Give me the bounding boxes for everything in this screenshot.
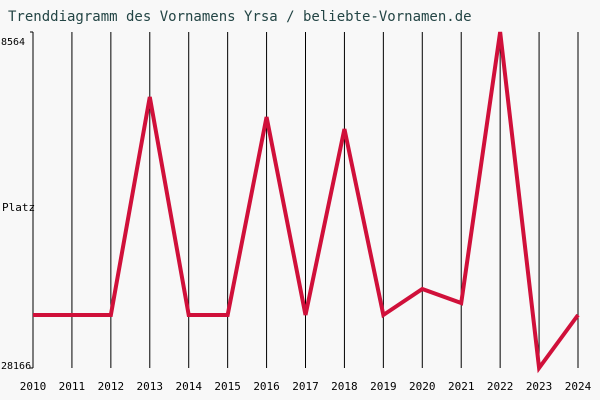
x-tick-label: 2010	[20, 380, 47, 393]
x-tick-label: 2017	[292, 380, 319, 393]
data-line	[33, 31, 580, 374]
x-tick-label: 2024	[565, 380, 592, 393]
x-tick-label: 2011	[59, 380, 86, 393]
x-tick-label: 2015	[214, 380, 241, 393]
x-tick-label: 2013	[137, 380, 164, 393]
y-tick-label: 28166	[1, 361, 31, 372]
x-tick-label: 2019	[370, 380, 397, 393]
x-tick-label: 2014	[175, 380, 202, 393]
x-tick-label: 2023	[526, 380, 553, 393]
x-tick-label: 2021	[448, 380, 475, 393]
chart-title: Trenddiagramm des Vornamens Yrsa / belie…	[8, 9, 472, 25]
x-tick-label: 2016	[253, 380, 280, 393]
x-tick-label: 2020	[409, 380, 436, 393]
x-tick-label: 2018	[331, 380, 358, 393]
x-tick-label: 2012	[98, 380, 125, 393]
x-tick-label: 2022	[487, 380, 514, 393]
y-tick-label: 8564	[1, 37, 25, 48]
y-axis-label: Platz	[2, 201, 35, 214]
